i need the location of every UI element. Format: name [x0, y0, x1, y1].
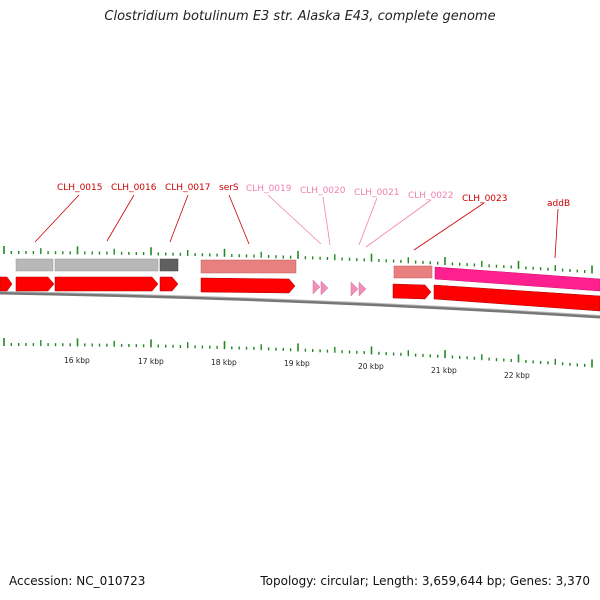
scale-label-17kbp: 17 kbp	[138, 357, 164, 366]
gene-block-sers[interactable]	[200, 259, 297, 274]
leader-clh0016	[106, 194, 135, 242]
label-clh0015[interactable]: CLH_0015	[57, 183, 102, 193]
label-sers[interactable]: serS	[219, 183, 239, 193]
trna-arrow-0022[interactable]	[358, 281, 367, 297]
leader-clh0019	[267, 194, 322, 245]
leader-clh0022	[365, 199, 432, 248]
genome-backbone	[0, 291, 600, 319]
gene-block-clh0017[interactable]	[159, 258, 179, 272]
top-tick-row	[3, 246, 593, 274]
scale-labels: 16 kbp 17 kbp 18 kbp 19 kbp 20 kbp 21 kb…	[64, 356, 530, 380]
leader-clh0015	[34, 194, 80, 243]
gene-block-clh0016[interactable]	[54, 258, 159, 272]
label-clh0023[interactable]: CLH_0023	[462, 194, 507, 204]
label-clh0019[interactable]: CLH_0019	[246, 184, 292, 194]
leader-clh0020	[322, 196, 331, 246]
scale-label-21kbp: 21 kbp	[431, 366, 457, 375]
trna-arrow-0019[interactable]	[312, 279, 321, 295]
gene-block-clh0015[interactable]	[15, 258, 54, 272]
leader-clh0021	[358, 197, 378, 246]
genome-backbone-highlight	[0, 291, 600, 316]
accession-text: Accession: NC_010723	[9, 574, 146, 588]
cds-arrow-0017[interactable]	[159, 276, 179, 292]
cds-arrow-0016[interactable]	[54, 276, 159, 292]
scale-label-20kbp: 20 kbp	[358, 362, 384, 371]
trna-arrow-0021[interactable]	[350, 281, 359, 297]
leader-clh0023	[413, 202, 485, 251]
leader-sers	[228, 194, 250, 245]
cds-arrow-0023[interactable]	[392, 283, 432, 300]
gene-blocks-upper	[15, 258, 600, 292]
gene-labels: CLH_0015 CLH_0016 CLH_0017 serS CLH_0019…	[57, 183, 570, 209]
gene-block-addb[interactable]	[434, 266, 600, 292]
cds-arrow-addb[interactable]	[433, 284, 600, 312]
leader-clh0017	[169, 194, 189, 243]
map-title: Clostridium botulinum E3 str. Alaska E43…	[104, 9, 496, 24]
cds-arrow-0015[interactable]	[15, 276, 55, 292]
trna-arrow-0020[interactable]	[320, 280, 329, 296]
gene-block-clh0023[interactable]	[393, 265, 433, 279]
label-leader-lines	[34, 194, 559, 259]
leader-addb	[554, 208, 559, 259]
label-clh0017[interactable]: CLH_0017	[165, 183, 210, 193]
label-clh0022[interactable]: CLH_0022	[408, 191, 453, 201]
scale-label-22kbp: 22 kbp	[504, 371, 530, 380]
gene-arrows-lower	[0, 276, 600, 312]
cds-arrow-0014[interactable]	[0, 276, 13, 292]
label-clh0021[interactable]: CLH_0021	[354, 188, 399, 198]
label-clh0020[interactable]: CLH_0020	[300, 186, 346, 196]
scale-label-19kbp: 19 kbp	[284, 359, 310, 368]
label-addb[interactable]: addB	[547, 199, 570, 209]
genome-summary-text: Topology: circular; Length: 3,659,644 bp…	[260, 574, 590, 588]
bottom-tick-row	[3, 338, 593, 368]
cds-arrow-sers[interactable]	[200, 277, 296, 294]
scale-label-16kbp: 16 kbp	[64, 356, 90, 365]
label-clh0016[interactable]: CLH_0016	[111, 183, 157, 193]
scale-label-18kbp: 18 kbp	[211, 358, 237, 367]
